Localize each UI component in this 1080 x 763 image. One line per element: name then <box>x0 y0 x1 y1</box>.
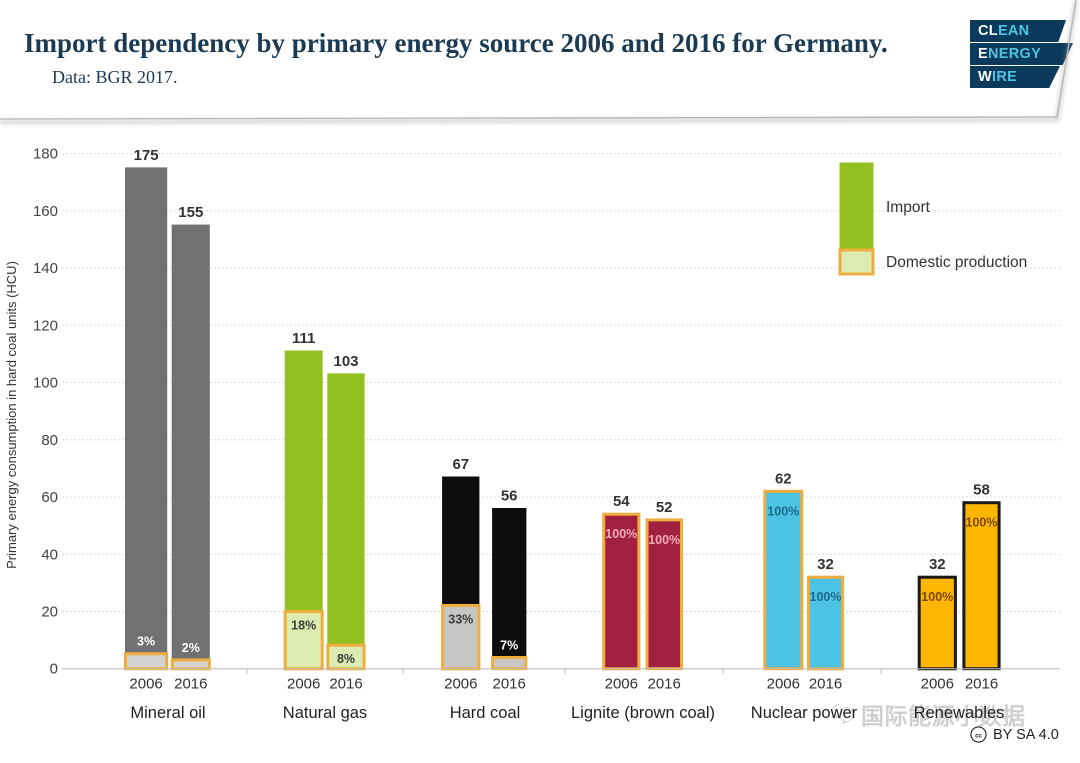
svg-text:Hard coal: Hard coal <box>450 704 521 722</box>
svg-text:2%: 2% <box>182 641 200 655</box>
svg-text:2016: 2016 <box>174 676 207 693</box>
svg-text:60: 60 <box>41 489 58 506</box>
svg-text:3%: 3% <box>137 635 155 649</box>
svg-text:100%: 100% <box>810 590 842 604</box>
svg-text:155: 155 <box>178 204 203 221</box>
svg-text:Primary energy consumption in: Primary energy consumption in hard coal … <box>4 261 19 569</box>
svg-text:0: 0 <box>50 661 58 678</box>
svg-text:2006: 2006 <box>921 676 954 693</box>
svg-text:2006: 2006 <box>129 676 162 693</box>
svg-text:2016: 2016 <box>648 676 681 693</box>
svg-text:111: 111 <box>292 330 315 347</box>
svg-text:Import: Import <box>886 199 931 216</box>
svg-text:180: 180 <box>33 146 58 163</box>
svg-text:Domestic production: Domestic production <box>886 254 1027 271</box>
svg-text:Nuclear power: Nuclear power <box>751 704 858 722</box>
svg-text:2016: 2016 <box>965 676 998 693</box>
svg-text:Renewables: Renewables <box>914 704 1005 722</box>
svg-text:32: 32 <box>817 556 834 573</box>
svg-text:20: 20 <box>41 604 58 621</box>
svg-text:2016: 2016 <box>493 676 526 693</box>
svg-text:100%: 100% <box>921 590 953 604</box>
svg-text:100%: 100% <box>767 504 799 518</box>
svg-text:2016: 2016 <box>809 676 842 693</box>
svg-text:67: 67 <box>452 456 469 473</box>
svg-text:120: 120 <box>33 317 58 334</box>
svg-text:56: 56 <box>501 488 518 505</box>
svg-text:100: 100 <box>33 375 58 392</box>
svg-text:52: 52 <box>656 499 673 516</box>
svg-text:18%: 18% <box>291 619 316 633</box>
svg-text:32: 32 <box>929 556 946 573</box>
svg-text:2016: 2016 <box>329 676 362 693</box>
svg-text:2006: 2006 <box>767 676 800 693</box>
svg-text:140: 140 <box>33 260 58 277</box>
svg-text:58: 58 <box>973 482 990 499</box>
svg-text:8%: 8% <box>337 652 355 666</box>
svg-text:Lignite (brown coal): Lignite (brown coal) <box>571 704 715 722</box>
svg-text:2006: 2006 <box>287 676 320 693</box>
svg-text:100%: 100% <box>605 527 637 541</box>
svg-text:80: 80 <box>41 432 58 449</box>
svg-text:62: 62 <box>775 470 792 487</box>
svg-text:175: 175 <box>134 147 159 164</box>
svg-text:100%: 100% <box>648 533 680 547</box>
svg-text:2006: 2006 <box>605 676 638 693</box>
svg-text:103: 103 <box>333 353 358 370</box>
svg-text:160: 160 <box>33 203 58 220</box>
svg-text:Natural gas: Natural gas <box>283 704 367 722</box>
svg-text:54: 54 <box>613 493 630 510</box>
svg-text:Mineral oil: Mineral oil <box>130 704 205 722</box>
svg-text:7%: 7% <box>500 639 518 653</box>
svg-text:2006: 2006 <box>444 676 477 693</box>
svg-text:33%: 33% <box>448 613 473 627</box>
svg-text:40: 40 <box>41 546 58 563</box>
svg-text:100%: 100% <box>966 516 998 530</box>
